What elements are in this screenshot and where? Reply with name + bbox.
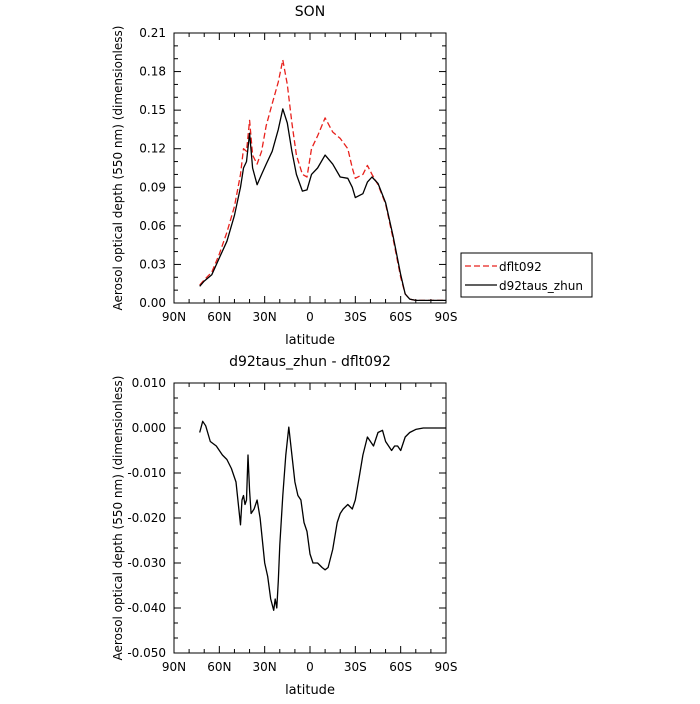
legend-box [460, 252, 593, 298]
y-tick-label: 0.09 [139, 180, 166, 194]
x-tick-label: 60N [207, 310, 231, 324]
y-tick-label: 0.00 [139, 296, 166, 310]
x-tick-label: 90S [435, 660, 458, 674]
chart-title: d92taus_zhun - dflt092 [229, 354, 391, 370]
x-tick-label: 0 [306, 310, 314, 324]
legend: dflt092 d92taus_zhun [460, 252, 593, 298]
x-axis-label: latitude [285, 333, 335, 348]
y-tick-label: -0.050 [127, 646, 166, 660]
chart-title: SON [295, 4, 325, 20]
y-tick-label: -0.030 [127, 556, 166, 570]
x-tick-label: 30S [344, 310, 367, 324]
x-axis-label: latitude [285, 683, 335, 698]
y-tick-label: -0.010 [127, 466, 166, 480]
x-tick-label: 60S [389, 660, 412, 674]
chart-panel-2: -0.050 -0.040 -0.030 -0.020 -0.010 0.000 0.010… [111, 354, 457, 698]
legend-label: dflt092 [499, 260, 542, 274]
x-tick-label: 30N [253, 660, 277, 674]
plot-frame [173, 32, 447, 304]
series-line-1 [199, 420, 446, 611]
y-tick-label: 0.21 [139, 26, 166, 40]
y-tick-label: 0.010 [132, 376, 166, 390]
x-tick-label: 60S [389, 310, 412, 324]
series-line-2 [199, 108, 446, 302]
series-line-1 [199, 59, 446, 302]
y-tick-label: 0.12 [139, 142, 166, 156]
plot-frame [173, 382, 447, 654]
chart-panel-1: 0.00 0.03 0.06 0.09 0.12 0.15 0.18 0.21 90N 60N 30… [111, 4, 593, 348]
x-tick-label: 0 [306, 660, 314, 674]
y-tick-label: 0.18 [139, 65, 166, 79]
y-axis-label: Aerosol optical depth (550 nm) (dimensio… [111, 26, 125, 311]
x-tick-label: 60N [207, 660, 231, 674]
y-axis-label: Aerosol optical depth (550 nm) (dimensio… [111, 376, 125, 661]
y-tick-label: 0.15 [139, 103, 166, 117]
x-tick-label: 30N [253, 310, 277, 324]
y-tick-label: 0.000 [132, 421, 166, 435]
x-tick-label: 90N [162, 310, 186, 324]
y-tick-label: 0.06 [139, 219, 166, 233]
y-tick-label: -0.020 [127, 511, 166, 525]
legend-label: d92taus_zhun [499, 279, 583, 293]
y-tick-label: 0.03 [139, 257, 166, 271]
y-tick-label: -0.040 [127, 601, 166, 615]
x-tick-label: 90N [162, 660, 186, 674]
x-tick-label: 30S [344, 660, 367, 674]
x-tick-label: 90S [435, 310, 458, 324]
